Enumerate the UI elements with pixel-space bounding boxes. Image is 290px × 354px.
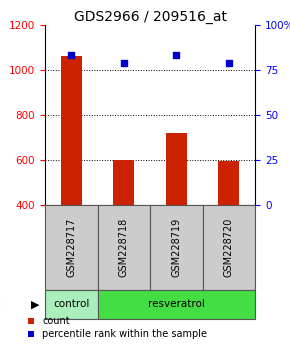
Point: [69, 53, 74, 58]
Point: [174, 53, 179, 58]
Legend: count, percentile rank within the sample: count, percentile rank within the sample: [27, 315, 208, 340]
Text: GSM228718: GSM228718: [119, 218, 129, 278]
Bar: [218, 161, 240, 205]
Text: ▶: ▶: [31, 299, 39, 309]
Bar: [45, 290, 97, 319]
Text: GSM228719: GSM228719: [171, 218, 181, 278]
Point: [226, 60, 231, 65]
Bar: [61, 56, 82, 205]
Title: GDS2966 / 209516_at: GDS2966 / 209516_at: [74, 10, 226, 24]
Bar: [150, 205, 203, 290]
Bar: [203, 205, 255, 290]
Bar: [166, 133, 187, 205]
Text: agent: agent: [0, 299, 4, 309]
Bar: [113, 160, 134, 205]
Text: GSM228720: GSM228720: [224, 218, 234, 278]
Text: resveratrol: resveratrol: [148, 299, 205, 309]
Point: [122, 60, 126, 65]
Bar: [97, 290, 255, 319]
Bar: [45, 205, 97, 290]
Text: GSM228717: GSM228717: [66, 218, 76, 278]
Bar: [97, 205, 150, 290]
Text: control: control: [53, 299, 89, 309]
